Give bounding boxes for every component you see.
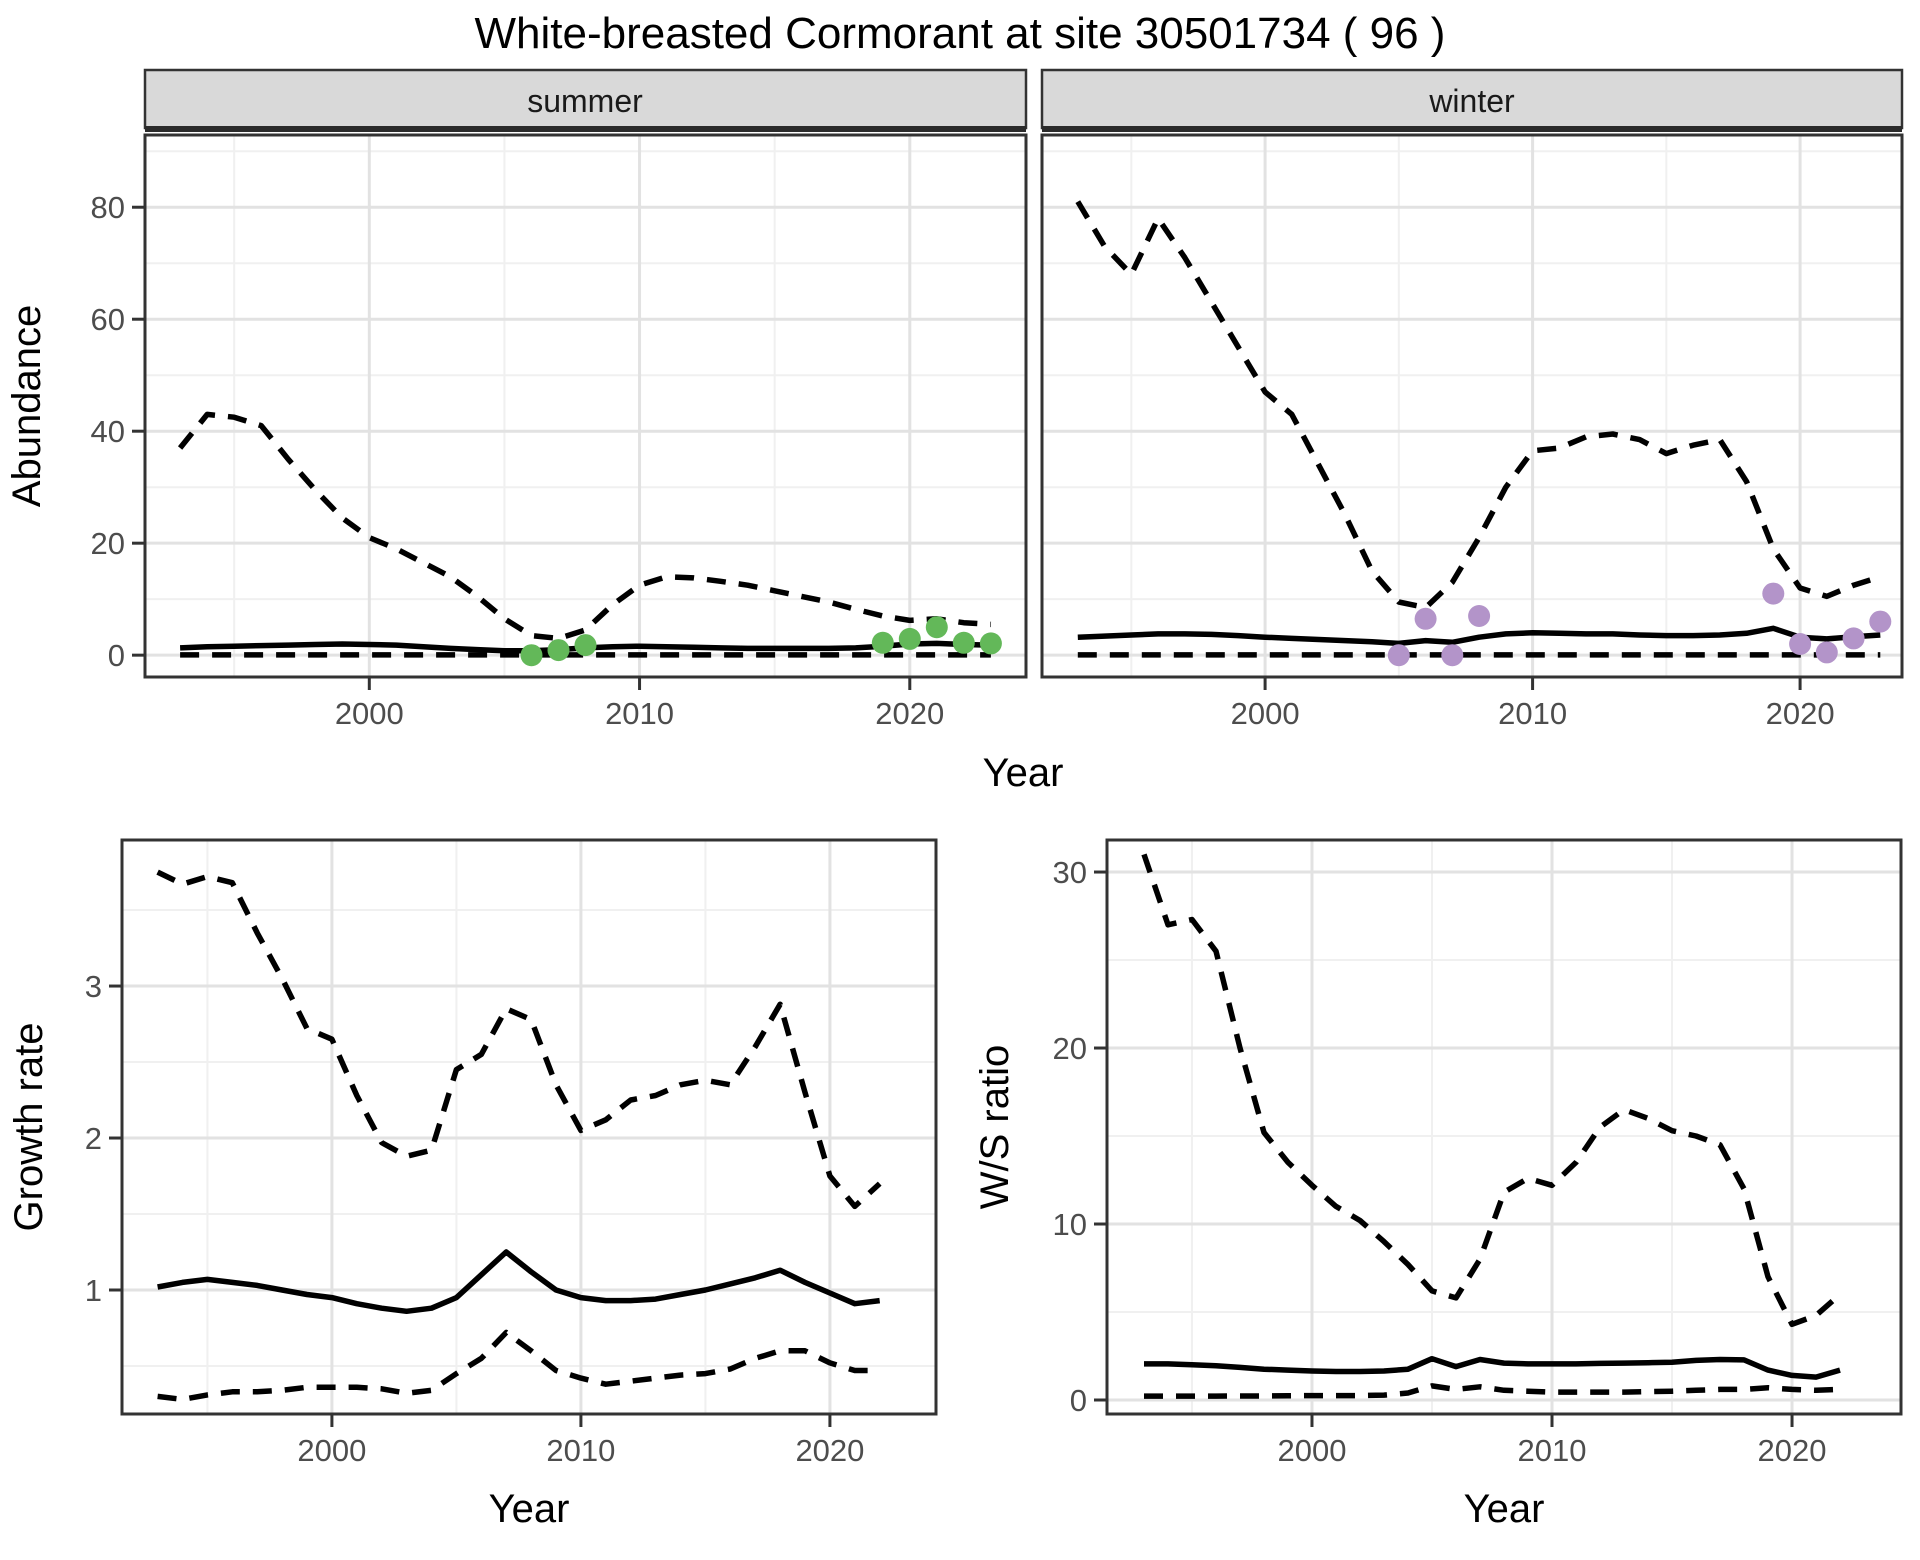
y-tick-label: 60 — [91, 302, 125, 337]
x-tick-label: 2000 — [297, 1433, 366, 1468]
panel-background — [145, 135, 1026, 677]
x-tick-label: 2020 — [1766, 696, 1835, 731]
x-tick-label: 2000 — [335, 696, 404, 731]
ci-upper-line — [1141, 853, 1842, 1328]
facet-strip-winter-background — [1040, 68, 1904, 130]
y-tick-label: 10 — [1053, 1207, 1087, 1242]
observation-dot — [547, 639, 570, 662]
ws-ratio-x-axis-title: Year — [1464, 1487, 1545, 1531]
observation-dot — [1789, 633, 1812, 655]
panel-border — [143, 133, 1028, 679]
facet-strip-summer: summer — [143, 68, 1028, 132]
observation-dot — [574, 634, 597, 657]
ws-ratio-y-axis-title: W/S ratio — [973, 1045, 1017, 1209]
y-tick-label: 2 — [85, 1121, 102, 1156]
x-tick-label: 2020 — [1758, 1433, 1827, 1468]
y-tick-label: 30 — [1053, 855, 1087, 890]
x-tick-label: 2010 — [1498, 696, 1567, 731]
growth-rate-y-axis-title: Growth rate — [7, 1023, 51, 1232]
y-tick-label: 20 — [91, 526, 125, 561]
observation-dot — [1468, 605, 1491, 627]
y-tick-label: 0 — [108, 638, 125, 673]
ci-upper-line — [1075, 200, 1882, 611]
observation-dot — [1842, 627, 1865, 650]
ci-upper-line — [156, 869, 882, 1210]
series-lines — [1141, 853, 1842, 1399]
y-tick-label: 0 — [1070, 1383, 1087, 1418]
series-lines — [1075, 200, 1882, 658]
observation-dot — [871, 631, 894, 654]
observation-dot — [979, 632, 1002, 655]
observation-dot — [1869, 610, 1892, 633]
median-line — [1144, 1355, 1841, 1380]
panel-growth-rate: 2000 2010 2020 1 2 3 — [85, 838, 938, 1468]
top-row-x-axis-title: Year — [983, 751, 1064, 795]
facet-strip-winter: winter — [1040, 68, 1904, 132]
panel-abundance-winter: 2000 2010 2020 — [1040, 133, 1904, 731]
x-tick-label: 2000 — [1277, 1433, 1346, 1468]
panel-border — [1040, 133, 1904, 679]
observation-dot — [1815, 641, 1838, 664]
x-tick-label: 2010 — [1518, 1433, 1587, 1468]
figure-title: White-breasted Cormorant at site 3050173… — [475, 9, 1446, 58]
observation-dot — [952, 631, 975, 654]
facet-strip-summer-underline — [145, 126, 1026, 132]
observation-dot — [1441, 644, 1464, 667]
median-line — [157, 1249, 881, 1315]
panel-border — [120, 838, 938, 1416]
observation-dot — [1762, 582, 1785, 605]
x-tick-label: 2020 — [875, 696, 944, 731]
panel-ws-ratio: 2000 2010 2020 0 10 20 30 — [1053, 838, 1903, 1468]
panel-abundance-summer: 2000 2010 2020 0 20 40 60 80 — [91, 133, 1028, 731]
ci-lower-line — [157, 1329, 880, 1403]
x-tick-label: 2010 — [546, 1433, 615, 1468]
observation-dot — [1414, 607, 1437, 630]
y-tick-label: 3 — [85, 969, 102, 1004]
series-lines — [156, 869, 882, 1403]
panel-background — [1042, 135, 1902, 677]
y-tick-label: 1 — [85, 1273, 102, 1308]
observation-dot — [1387, 644, 1410, 667]
observation-dot — [925, 616, 948, 639]
y-tick-label: 80 — [91, 190, 125, 225]
facet-strip-winter-label: winter — [1428, 83, 1515, 119]
median-line — [1077, 625, 1881, 647]
observation-dot — [520, 644, 543, 667]
y-tick-label: 20 — [1053, 1031, 1087, 1066]
y-tick-label: 40 — [91, 414, 125, 449]
x-tick-label: 2010 — [605, 696, 674, 731]
observation-dot — [898, 627, 921, 650]
abundance-y-axis-title: Abundance — [5, 305, 49, 507]
ci-lower-line — [1144, 1383, 1841, 1399]
facet-strip-summer-label: summer — [527, 83, 643, 119]
facet-strip-summer-background — [143, 68, 1028, 130]
x-tick-label: 2020 — [795, 1433, 864, 1468]
panel-background — [1107, 840, 1901, 1414]
panel-border — [1105, 838, 1903, 1416]
growth-rate-x-axis-title: Year — [489, 1487, 570, 1531]
x-tick-label: 2000 — [1231, 696, 1300, 731]
facet-strip-winter-underline — [1042, 126, 1902, 132]
